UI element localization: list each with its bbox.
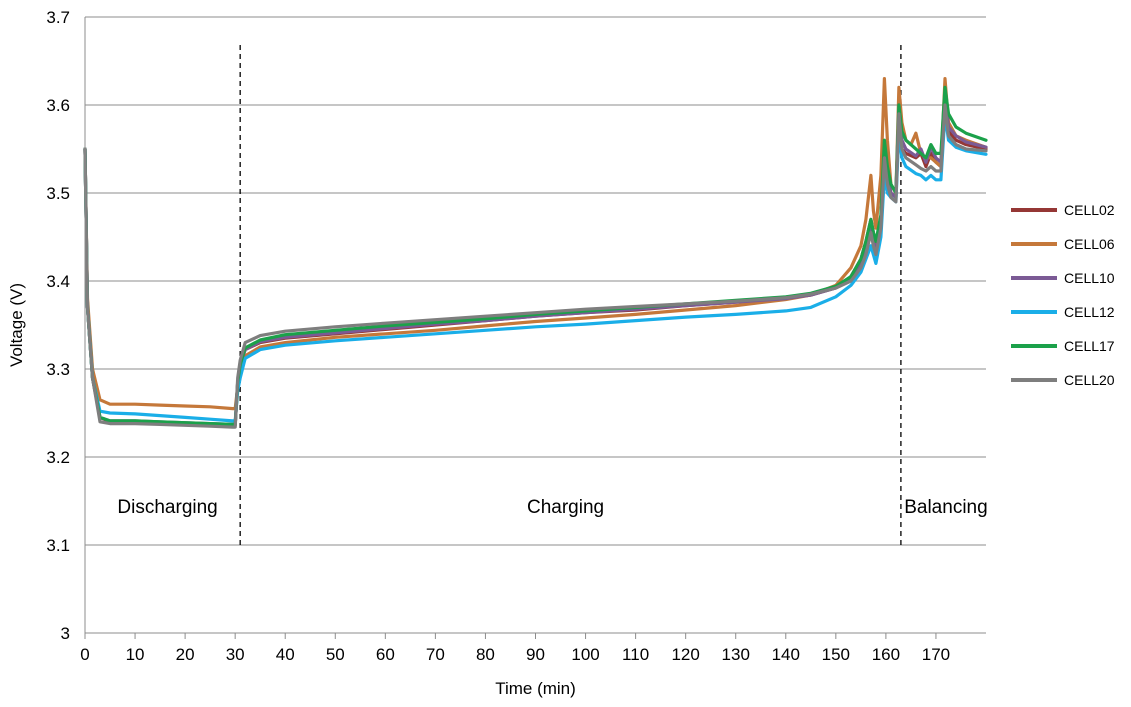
x-tick-label: 120	[671, 645, 699, 664]
legend-label: CELL10	[1064, 270, 1115, 286]
series-layer	[83, 77, 988, 429]
x-tick-label: 30	[226, 645, 245, 664]
y-tick-label: 3.3	[46, 360, 70, 379]
y-tick-label: 3.7	[46, 8, 70, 27]
legend-label: CELL20	[1064, 372, 1115, 388]
x-tick-label: 140	[772, 645, 800, 664]
axes	[84, 17, 986, 639]
y-tick-label: 3	[61, 624, 70, 643]
x-tick-label: 20	[176, 645, 195, 664]
series-line-cell12	[83, 112, 988, 423]
tick-labels: 3 3.1 3.2 3.3 3.4 3.5 3.6 3.7 0 10 20 30 40 50 60 70 80 9…	[46, 8, 950, 664]
phase-label: Balancing	[904, 497, 987, 518]
y-axis-title: Voltage (V)	[7, 283, 26, 367]
x-tick-label: 110	[622, 645, 649, 664]
x-tick-label: 60	[376, 645, 395, 664]
legend-label: CELL06	[1064, 236, 1115, 252]
x-tick-label: 0	[80, 645, 89, 664]
x-axis-title: Time (min)	[495, 679, 576, 698]
phase-labels: Discharging Charging Balancing	[117, 497, 987, 518]
y-tick-label: 3.5	[46, 184, 70, 203]
x-tick-label: 100	[571, 645, 599, 664]
legend-label: CELL02	[1064, 202, 1115, 218]
legend: CELL02 CELL06 CELL10 CELL12 CELL17 CELL20	[1011, 202, 1115, 388]
x-tick-label: 130	[722, 645, 750, 664]
phase-label: Discharging	[117, 497, 217, 518]
x-tick-label: 70	[426, 645, 445, 664]
legend-label: CELL17	[1064, 338, 1115, 354]
series-line-cell06	[83, 77, 988, 411]
phase-label: Charging	[527, 497, 604, 518]
x-tick-label: 50	[326, 645, 345, 664]
y-tick-label: 3.6	[46, 96, 70, 115]
x-tick-label: 160	[872, 645, 900, 664]
x-tick-label: 10	[126, 645, 145, 664]
x-tick-label: 90	[526, 645, 545, 664]
x-tick-label: 150	[822, 645, 850, 664]
y-tick-label: 3.4	[46, 272, 70, 291]
y-tick-label: 3.2	[46, 448, 70, 467]
x-tick-label: 170	[922, 645, 950, 664]
x-tick-label: 80	[476, 645, 495, 664]
legend-label: CELL12	[1064, 304, 1115, 320]
series-line-cell20	[83, 103, 988, 429]
y-tick-label: 3.1	[46, 536, 70, 555]
series-line-cell10	[83, 94, 988, 426]
series-line-cell17	[83, 85, 988, 426]
gridlines	[85, 16, 986, 546]
x-tick-label: 40	[276, 645, 295, 664]
